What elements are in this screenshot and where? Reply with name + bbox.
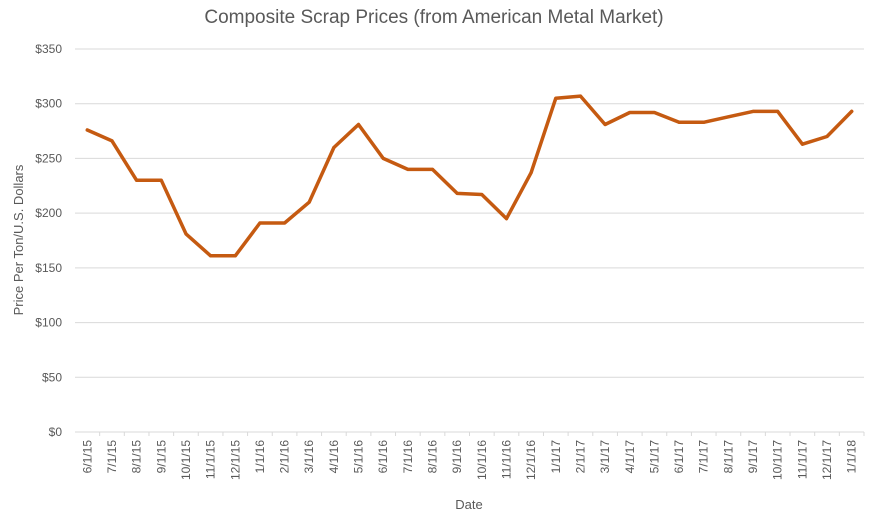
data-point	[307, 200, 311, 204]
x-tick-label: 11/1/15	[204, 440, 218, 479]
data-point	[159, 178, 163, 182]
data-point	[209, 254, 213, 258]
x-tick-label: 4/1/16	[327, 440, 341, 474]
data-point	[357, 123, 361, 127]
y-tick-label: $350	[35, 42, 62, 56]
x-tick-label: 6/1/17	[672, 440, 686, 474]
data-point	[455, 191, 459, 195]
data-point	[110, 139, 114, 143]
x-tick-label: 7/1/15	[105, 440, 119, 474]
x-tick-label: 9/1/16	[450, 440, 464, 474]
series-layer	[85, 94, 854, 258]
data-point	[135, 178, 139, 182]
data-point	[283, 221, 287, 225]
data-point	[751, 109, 755, 113]
x-tick-label: 3/1/16	[302, 440, 316, 474]
x-tick-label: 2/1/17	[573, 440, 587, 474]
data-point	[652, 110, 656, 114]
data-point	[184, 232, 188, 236]
data-point	[233, 254, 237, 258]
data-point	[431, 167, 435, 171]
y-tick-label: $100	[35, 316, 62, 330]
x-tick-label: 10/1/15	[179, 440, 193, 480]
x-tick-label: 2/1/16	[278, 440, 292, 474]
data-point	[776, 109, 780, 113]
series-line	[85, 94, 854, 258]
data-point	[480, 193, 484, 197]
y-tick-label: $250	[35, 151, 62, 165]
data-point	[677, 120, 681, 124]
y-tick-label: $150	[35, 261, 62, 275]
x-tick-label: 6/1/16	[376, 440, 390, 474]
x-tick-label: 9/1/17	[746, 440, 760, 474]
data-point	[332, 145, 336, 149]
x-tick-label: 5/1/16	[352, 440, 366, 474]
data-point	[800, 142, 804, 146]
gridlines	[75, 48, 864, 433]
x-tick-label: 6/1/15	[80, 440, 94, 474]
x-tick-label: 7/1/16	[401, 440, 415, 474]
data-point	[726, 115, 730, 119]
x-tick-label: 10/1/17	[771, 440, 785, 480]
chart-title: Composite Scrap Prices (from American Me…	[204, 7, 663, 28]
x-tick-label: 11/1/16	[499, 440, 513, 479]
x-tick-label: 12/1/15	[228, 440, 242, 480]
x-tick-label: 8/1/17	[721, 440, 735, 474]
data-point	[825, 135, 829, 139]
data-point	[628, 110, 632, 114]
x-tick-label: 1/1/16	[253, 440, 267, 474]
x-axis-tick-labels: 6/1/15 7/1/15 8/1/15 9/1/15 10/1/15 11/1/15 12…	[80, 432, 865, 480]
x-tick-label: 8/1/15	[130, 440, 144, 474]
data-point	[850, 109, 854, 113]
data-point	[504, 217, 508, 221]
data-point	[406, 167, 410, 171]
y-tick-label: $300	[35, 97, 62, 111]
data-point	[702, 120, 706, 124]
x-tick-label: 10/1/16	[475, 440, 489, 480]
x-tick-label: 1/1/17	[549, 440, 563, 474]
y-axis-tick-labels: $0 $50 $100 $150 $200 $250 $300 $350	[35, 42, 62, 439]
x-tick-label: 1/1/18	[845, 440, 859, 474]
x-tick-label: 11/1/17	[795, 440, 809, 479]
x-tick-label: 7/1/17	[697, 440, 711, 474]
x-tick-label: 9/1/15	[154, 440, 168, 474]
x-tick-label: 8/1/16	[426, 440, 440, 474]
data-point	[603, 123, 607, 127]
data-point	[381, 156, 385, 160]
y-tick-label: $0	[49, 425, 63, 439]
data-point	[529, 171, 533, 175]
x-axis-label: Date	[455, 497, 482, 512]
data-point	[554, 96, 558, 100]
x-tick-label: 12/1/16	[524, 440, 538, 480]
x-tick-label: 5/1/17	[647, 440, 661, 474]
x-tick-label: 4/1/17	[623, 440, 637, 474]
x-tick-label: 12/1/17	[820, 440, 834, 480]
y-tick-label: $50	[42, 370, 62, 384]
data-point	[258, 221, 262, 225]
data-point	[85, 128, 89, 132]
y-tick-label: $200	[35, 206, 62, 220]
data-point	[578, 94, 582, 98]
y-axis-label: Price Per Ton/U.S. Dollars	[11, 164, 26, 315]
x-tick-label: 3/1/17	[598, 440, 612, 474]
